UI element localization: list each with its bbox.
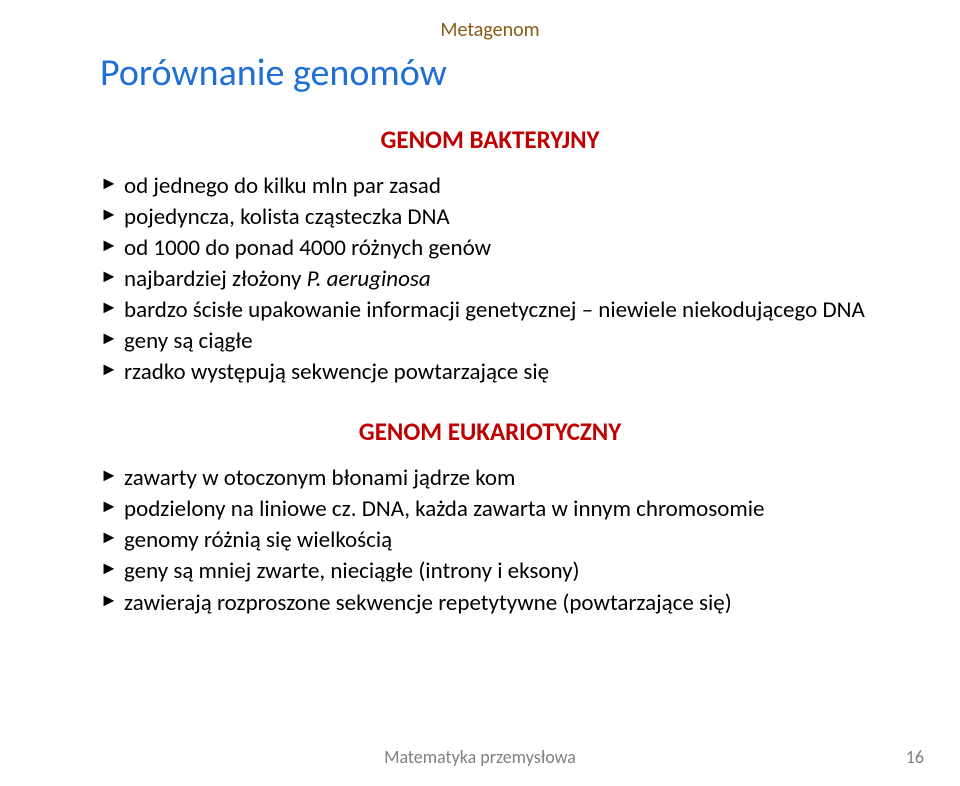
- footer-text: Matematyka przemysłowa: [0, 746, 960, 768]
- list-item: od jednego do kilku mln par zasad: [100, 171, 880, 202]
- page-title: Porównanie genomów: [100, 50, 880, 96]
- bullet-list-bacterial: od jednego do kilku mln par zasad pojedy…: [100, 171, 880, 388]
- subheading-eukaryotic: GENOM EUKARIOTYCZNY: [100, 416, 880, 447]
- species-name: P. aeruginosa: [307, 265, 431, 293]
- list-item: podzielony na liniowe cz. DNA, każda zaw…: [100, 494, 880, 525]
- page-number: 16: [906, 746, 924, 768]
- bullet-list-eukaryotic: zawarty w otoczonym błonami jądrze kom p…: [100, 463, 880, 618]
- list-item: rzadko występują sekwencje powtarzające …: [100, 357, 880, 388]
- list-item: geny są ciągłe: [100, 326, 880, 357]
- list-item: pojedyncza, kolista cząsteczka DNA: [100, 202, 880, 233]
- list-item: zawarty w otoczonym błonami jądrze kom: [100, 463, 880, 494]
- section-label: Metagenom: [100, 18, 880, 42]
- list-item: najbardziej złożony P. aeruginosa: [100, 264, 880, 295]
- list-item: zawierają rozproszone sekwencje repetyty…: [100, 588, 880, 619]
- list-item-text: najbardziej złożony: [124, 265, 307, 293]
- list-item: genomy różnią się wielkością: [100, 525, 880, 556]
- list-item: od 1000 do ponad 4000 różnych genów: [100, 233, 880, 264]
- list-item: bardzo ścisłe upakowanie informacji gene…: [100, 295, 880, 326]
- subheading-bacterial: GENOM BAKTERYJNY: [100, 124, 880, 155]
- list-item: geny są mniej zwarte, nieciągłe (introny…: [100, 556, 880, 587]
